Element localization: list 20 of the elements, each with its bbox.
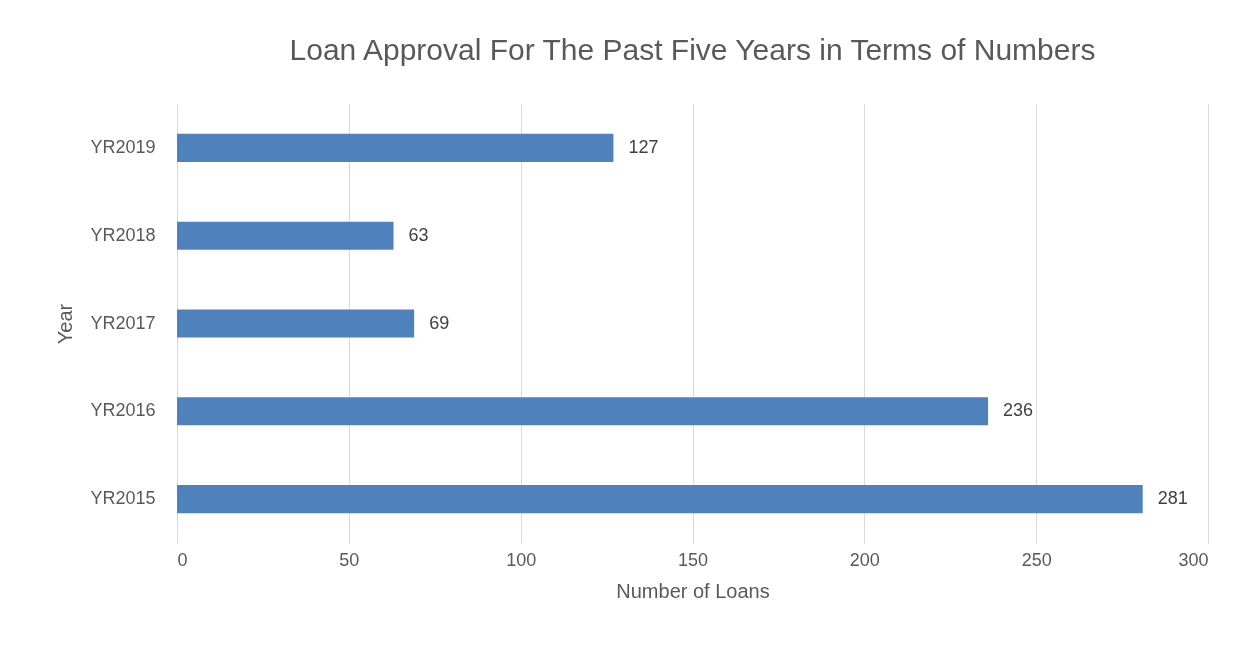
data-label: 69	[429, 312, 450, 333]
x-axis-title: Number of Loans	[616, 579, 770, 602]
x-tick-label: 300	[1178, 549, 1209, 570]
x-tick-label: 100	[506, 549, 537, 570]
data-label: 127	[628, 136, 659, 157]
y-tick-label: YR2017	[90, 312, 156, 333]
y-tick-label: YR2018	[90, 224, 156, 245]
x-tick-label: 250	[1021, 549, 1052, 570]
y-tick-label: YR2015	[90, 488, 156, 509]
x-tick-label: 0	[177, 549, 188, 570]
chart-title: Loan Approval For The Past Five Years in Terms of Numbers	[289, 33, 1096, 66]
data-label: 236	[1003, 400, 1034, 421]
y-axis-title: Year	[54, 303, 77, 345]
y-tick-label: YR2016	[90, 400, 156, 421]
y-tick-label: YR2019	[90, 136, 156, 157]
data-label: 281	[1157, 488, 1188, 509]
x-tick-label: 200	[849, 549, 880, 570]
x-tick-label: 50	[339, 549, 360, 570]
data-label: 63	[408, 224, 429, 245]
x-tick-label: 150	[677, 549, 709, 570]
